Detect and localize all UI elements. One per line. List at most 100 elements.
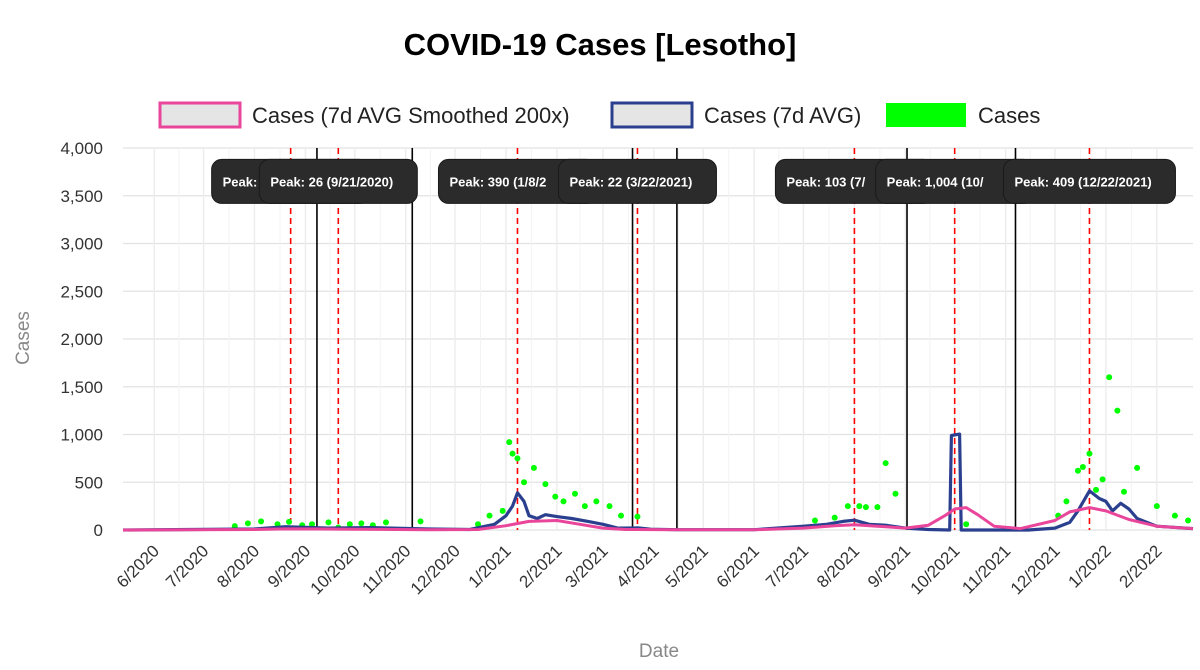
data-point [309, 521, 316, 528]
x-tick-label: 10/2021 [907, 541, 964, 598]
data-point [1153, 503, 1160, 510]
x-axis-title: Date [639, 641, 679, 662]
data-point [1171, 512, 1178, 519]
x-tick-label: 1/2022 [1065, 541, 1115, 591]
data-point [1063, 498, 1070, 505]
avg7-line [122, 432, 1194, 532]
data-point [1074, 467, 1081, 474]
x-tick-label: 2/2021 [516, 541, 566, 591]
peak-label: Peak: 409 (12/22/2021) [1002, 158, 1176, 204]
x-tick-label: 7/2020 [162, 541, 212, 591]
x-tick-label: 12/2021 [1007, 541, 1064, 598]
y-tick-label: 1,000 [60, 426, 103, 445]
data-point [1120, 488, 1127, 495]
x-tick-label: 2/2022 [1115, 541, 1165, 591]
x-axis: 6/2020 7/2020 8/2020 9/202010/202011/202012… [113, 541, 1166, 598]
data-point [382, 519, 389, 526]
y-tick-label: 0 [94, 521, 103, 540]
data-point [1185, 517, 1192, 524]
peak-label: Peak: 390 (1/8/2 [437, 158, 597, 204]
vertical-markers [316, 148, 1017, 530]
peak-label-box [1002, 158, 1176, 204]
data-point [862, 504, 869, 511]
data-point [831, 514, 838, 521]
data-point [346, 521, 353, 528]
grid [123, 147, 1193, 531]
data-point [1099, 476, 1106, 483]
peak-label: Peak: 1,004 (10/ [875, 158, 1035, 204]
peak-label-box [258, 158, 418, 204]
data-point [258, 518, 265, 525]
data-point [552, 493, 559, 500]
peak-label-text: Peak: 26 (9/21/2020) [270, 174, 393, 189]
smoothed-line [122, 506, 1194, 532]
data-point [1079, 463, 1086, 470]
peak-label-text: Peak: 103 (7/ [786, 174, 865, 189]
data-point [581, 503, 588, 510]
x-tick-label: 3/2021 [562, 541, 612, 591]
legend-label-avg7: Cases (7d AVG) [704, 103, 861, 128]
x-tick-label: 8/2020 [213, 541, 263, 591]
x-tick-label: 12/2020 [407, 541, 464, 598]
legend-key-cases [886, 103, 966, 127]
peak-markers [289, 148, 1091, 530]
data-point [530, 464, 537, 471]
data-point [963, 521, 970, 528]
data-point [618, 512, 625, 519]
x-tick-label: 10/2020 [307, 541, 364, 598]
y-tick-label: 3,500 [60, 187, 103, 206]
data-point [593, 498, 600, 505]
y-tick-label: 500 [75, 473, 103, 492]
data-point [1134, 464, 1141, 471]
data-point [892, 490, 899, 497]
data-point [486, 512, 493, 519]
x-tick-label: 11/2021 [958, 541, 1014, 597]
x-tick-label: 6/2020 [113, 541, 163, 591]
y-tick-label: 1,500 [60, 378, 103, 397]
legend: Cases (7d AVG Smoothed 200x) Cases (7d AV… [158, 101, 1040, 129]
data-point [542, 481, 549, 488]
data-point [325, 519, 332, 526]
y-tick-label: 4,000 [60, 139, 103, 158]
x-tick-label: 6/2021 [713, 541, 763, 591]
data-point [509, 450, 516, 457]
peak-label-box [557, 158, 717, 204]
y-axis-title: Cases [13, 311, 34, 365]
y-tick-label: 2,000 [60, 330, 103, 349]
data-point [286, 518, 293, 525]
peak-label: Peak: 22 (3/22/2021) [557, 158, 717, 204]
data-point [499, 507, 506, 514]
x-tick-label: 1/2021 [465, 541, 515, 591]
peak-labels: Peak: 35 (7/Peak: 26 (9/21/2020) Peak: 39… [211, 158, 1176, 204]
peak-label-text: Peak: 1,004 (10/ [887, 174, 984, 189]
data-point [560, 498, 567, 505]
x-tick-label: 7/2021 [762, 541, 812, 591]
y-axis: 0 500 1,000 1,500 2,000 2,500 3,000 3,500 4,000 [60, 139, 103, 540]
data-point [874, 504, 881, 511]
x-tick-label: 11/2020 [359, 541, 415, 597]
data-point [811, 517, 818, 524]
y-tick-label: 2,500 [60, 282, 103, 301]
data-point [1093, 486, 1100, 493]
data-point [571, 490, 578, 497]
x-tick-label: 8/2021 [813, 541, 863, 591]
data-point [844, 503, 851, 510]
data-point [1106, 374, 1113, 381]
peak-label-text: Peak: 409 (12/22/2021) [1014, 174, 1151, 189]
series-lines [122, 432, 1194, 532]
cases-points [231, 374, 1192, 531]
chart-title: COVID-19 Cases [Lesotho] [404, 27, 797, 62]
data-point [506, 439, 513, 446]
data-point [514, 455, 521, 462]
data-point [856, 503, 863, 510]
peak-label: Peak: 26 (9/21/2020) [258, 158, 418, 204]
y-tick-label: 3,000 [60, 235, 103, 254]
data-point [417, 518, 424, 525]
data-point [606, 503, 613, 510]
legend-key-smoothed [158, 101, 242, 129]
x-tick-label: 4/2021 [613, 541, 663, 591]
data-point [475, 521, 482, 528]
data-point [358, 520, 365, 527]
legend-label-smoothed: Cases (7d AVG Smoothed 200x) [252, 103, 570, 128]
